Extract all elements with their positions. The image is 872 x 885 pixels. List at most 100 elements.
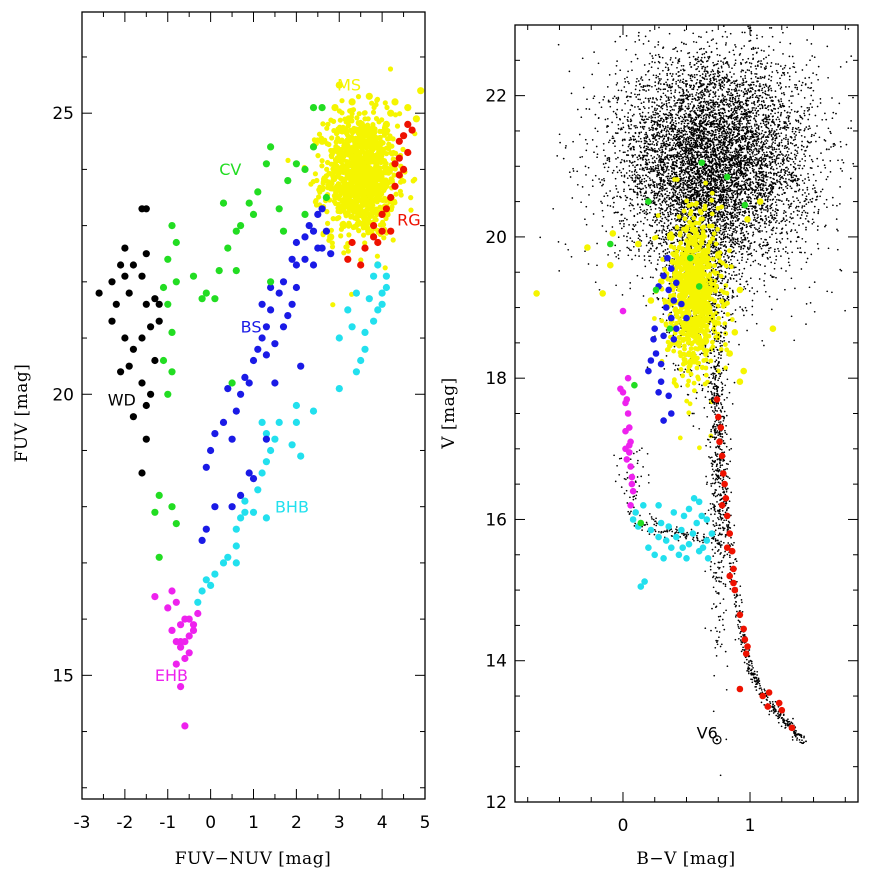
right-field-cloud-point (664, 143, 666, 146)
left-annotation-ehb: EHB (155, 666, 188, 685)
right-field-cloud-point (662, 187, 664, 190)
right-field-cloud-point (789, 67, 791, 70)
right-field-cloud-point (792, 95, 794, 97)
left-bhb-point (249, 508, 258, 516)
right-field-cloud-point (638, 180, 641, 182)
right-field-cloud-point (767, 54, 770, 57)
right-field-cloud-point (636, 93, 639, 96)
right-field-cloud-point (659, 209, 662, 212)
left-ms-cloud-point (354, 222, 360, 228)
right-field-cloud-point (746, 283, 749, 286)
right-field-cloud-point (735, 127, 738, 130)
left-cv-point (211, 295, 219, 303)
left-bs-point (314, 244, 322, 252)
right-field-cloud-point (627, 99, 629, 102)
right-field-cloud-point (723, 104, 726, 106)
right-field-cloud-point (795, 134, 797, 136)
left-rg-point (370, 233, 378, 241)
right-field-cloud-point (637, 177, 640, 180)
right-field-cloud-point (728, 203, 730, 206)
right-field-cloud-point (805, 126, 808, 128)
right-field-cloud-point (820, 190, 822, 193)
right-field-cloud-point (613, 196, 615, 199)
right-field-cloud-point (628, 174, 631, 177)
right-field-cloud-point (628, 170, 631, 172)
right-field-cloud-point (748, 69, 751, 72)
left-ms-cloud-point (337, 124, 343, 130)
left-cv-point (228, 379, 236, 387)
right-field-cloud-point (785, 246, 787, 249)
right-field-cloud-point (807, 86, 809, 89)
right-field-cloud-point (769, 151, 771, 153)
right-field-cloud-point (763, 67, 766, 69)
left-series-rg (344, 120, 416, 269)
right-field-cloud-point (684, 110, 686, 112)
right-field-cloud-point (651, 143, 654, 145)
right-field-cloud-point (771, 143, 774, 145)
right-field-cloud-point (760, 237, 763, 240)
right-field-cloud-point (710, 216, 713, 219)
right-field-cloud-point (675, 122, 678, 125)
left-bhb-point (288, 441, 296, 449)
right-field-cloud-point (779, 126, 782, 129)
right-field-cloud-point (717, 72, 720, 75)
left-ms-cloud-point (334, 158, 340, 164)
left-cv-point (292, 160, 300, 168)
right-field-cloud-point (796, 86, 799, 89)
right-field-cloud-point (755, 228, 757, 230)
right-field-cloud-point (649, 149, 652, 151)
right-field-cloud-point (648, 249, 651, 252)
right-field-cloud-point (786, 232, 789, 235)
right-field-cloud-point (766, 106, 769, 108)
right-field-cloud-point (745, 109, 747, 111)
right-field-cloud-point (785, 138, 787, 141)
right-field-cloud-point (658, 132, 661, 135)
left-bhb-point (370, 272, 378, 280)
left-rg-point (387, 227, 395, 235)
right-field-cloud-point (763, 134, 765, 136)
right-field-cloud-point (777, 107, 780, 110)
right-field-cloud-point (682, 64, 685, 67)
right-field-cloud-point (774, 137, 777, 140)
right-field-cloud-point (692, 86, 695, 89)
left-bhb-point (262, 430, 270, 438)
right-field-cloud-point (648, 62, 651, 65)
right-field-cloud-point (709, 204, 711, 207)
right-field-cloud-point (664, 88, 667, 91)
right-field-cloud-point (674, 57, 677, 59)
right-field-cloud-point (639, 137, 642, 140)
right-field-cloud-point (644, 198, 646, 200)
left-ms-cloud-point (315, 153, 321, 159)
right-field-cloud-point (617, 254, 620, 256)
right-field-cloud-point (665, 264, 668, 266)
right-field-cloud-point (803, 109, 806, 112)
right-field-cloud-point (769, 124, 772, 127)
left-annotation-bs: BS (241, 317, 262, 336)
right-field-cloud-point (751, 96, 754, 99)
left-ms-cloud-point (365, 138, 371, 144)
right-field-cloud-point (829, 130, 832, 133)
right-field-cloud-point (762, 177, 765, 180)
left-ehb-point (181, 615, 189, 623)
left-ms-cloud-point (316, 194, 322, 200)
left-cv-point (249, 210, 258, 218)
left-rg-point (395, 154, 403, 162)
right-field-cloud-point (655, 74, 658, 77)
right-field-cloud-point (681, 116, 684, 119)
left-ehb-point (185, 632, 193, 640)
right-field-cloud-point (701, 181, 703, 184)
right-field-cloud-point (623, 225, 625, 228)
right-field-cloud-point (628, 165, 631, 167)
right-field-cloud-point (740, 188, 742, 191)
right-field-cloud-point (661, 107, 664, 110)
right-field-cloud-point (617, 236, 620, 239)
right-field-cloud-point (793, 132, 796, 135)
left-wd-point (121, 244, 129, 252)
right-field-cloud-point (774, 217, 777, 220)
left-ms-cloud-point (377, 222, 383, 228)
right-field-cloud-point (713, 87, 716, 90)
left-bhb-point (335, 334, 343, 342)
left-cv-point (245, 199, 253, 207)
right-field-cloud-point (709, 89, 712, 92)
right-field-cloud-point (651, 55, 654, 57)
